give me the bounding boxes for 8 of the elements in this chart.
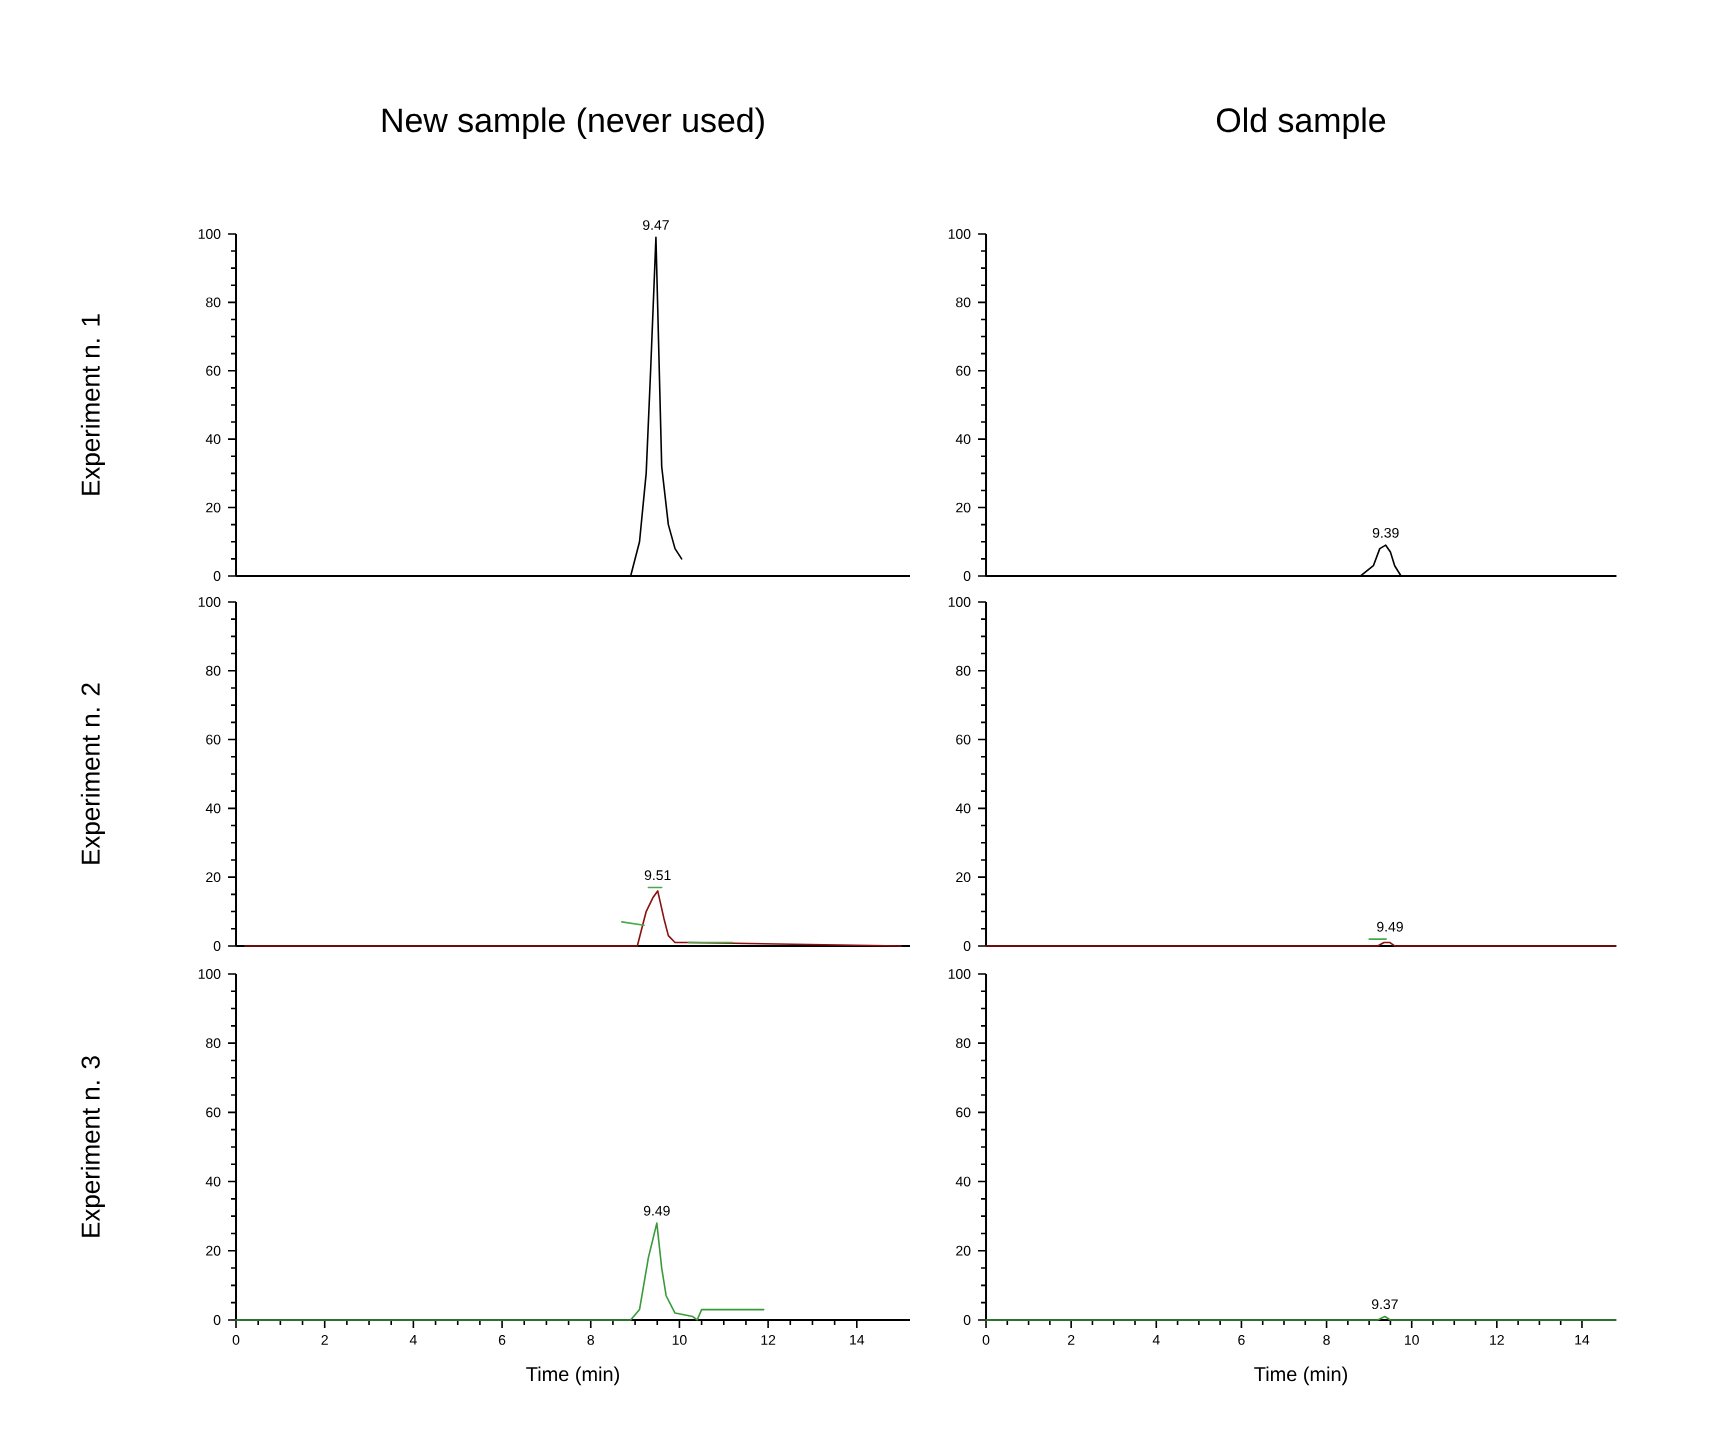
chart-title: New sample (never used) xyxy=(382,107,764,139)
x-axis-title: Time (min) xyxy=(526,1366,619,1386)
chart-title: Old sample xyxy=(1216,107,1386,139)
x-axis-title: Time (min) xyxy=(1254,1366,1347,1386)
y-axis-title: Experiment n. 3 xyxy=(80,1056,105,1237)
y-axis-title: Experiment n. 2 xyxy=(80,683,105,864)
y-axis-title: Experiment n. 1 xyxy=(80,314,105,495)
line-series xyxy=(235,1222,765,1321)
